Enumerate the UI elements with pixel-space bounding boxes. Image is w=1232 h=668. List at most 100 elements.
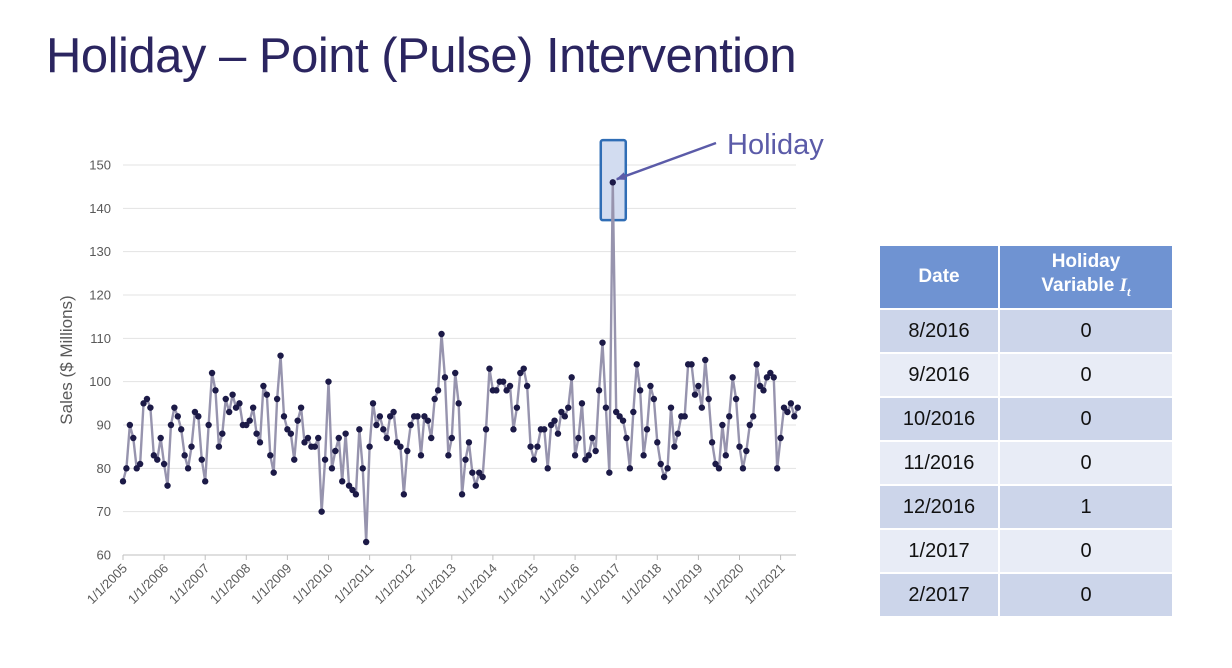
data-point <box>671 443 678 450</box>
data-point <box>750 413 757 420</box>
data-point <box>780 404 788 411</box>
data-point <box>595 387 603 394</box>
data-point <box>301 439 308 446</box>
indicator-symbol: It <box>1119 275 1131 299</box>
series-line <box>121 181 799 544</box>
variable-header-text: Variable <box>1041 275 1115 297</box>
y-axis-label: Sales ($ Millions) <box>57 295 76 424</box>
data-point <box>482 426 490 433</box>
data-point <box>191 408 199 416</box>
data-point <box>349 486 356 494</box>
data-point <box>311 443 318 450</box>
gridlines <box>123 164 796 513</box>
data-point <box>136 460 144 468</box>
data-point <box>232 404 240 411</box>
axes <box>122 554 796 560</box>
data-point <box>506 382 514 390</box>
data-point <box>198 456 205 463</box>
data-point <box>246 417 253 424</box>
data-point <box>359 465 366 472</box>
data-point <box>332 447 339 455</box>
table-header-row: Date Holiday Variable It <box>878 244 1174 310</box>
data-point <box>318 508 325 515</box>
data-point <box>195 413 202 420</box>
data-point <box>352 491 360 498</box>
x-tick-label: 1/1/2009 <box>248 561 294 607</box>
data-point <box>691 391 699 398</box>
data-point <box>698 404 706 411</box>
data-point <box>243 421 250 429</box>
x-tick-label: 1/1/2008 <box>207 561 253 607</box>
data-point <box>609 179 616 186</box>
value-cell: 0 <box>998 528 1174 574</box>
data-point <box>647 382 654 390</box>
value-cell: 0 <box>998 440 1174 486</box>
y-tick-label: 90 <box>97 418 111 433</box>
data-point <box>362 538 370 546</box>
data-point <box>469 469 476 476</box>
data-point <box>356 426 363 433</box>
data-point <box>455 400 462 407</box>
data-point <box>335 434 342 442</box>
data-point <box>561 413 569 420</box>
holiday-callout-label: Holiday <box>727 129 824 161</box>
data-point <box>448 434 455 442</box>
data-point <box>565 404 572 411</box>
data-point <box>784 408 791 416</box>
data-point <box>390 408 397 416</box>
data-point <box>739 465 747 472</box>
data-point <box>523 382 531 390</box>
data-point <box>575 434 582 442</box>
data-point <box>787 400 795 407</box>
data-point <box>249 404 257 411</box>
data-point <box>438 330 445 338</box>
data-point <box>219 430 226 437</box>
indicator-subscript: t <box>1126 283 1131 299</box>
x-tick-label: 1/1/2012 <box>371 561 417 607</box>
data-point <box>202 478 209 485</box>
data-point <box>297 404 305 411</box>
data-point <box>417 452 425 459</box>
data-point <box>212 387 219 394</box>
x-tick-label: 1/1/2005 <box>84 561 130 607</box>
x-tick-label: 1/1/2013 <box>413 561 459 607</box>
data-point <box>458 491 466 498</box>
data-point <box>263 391 271 398</box>
data-point <box>606 469 613 476</box>
data-point <box>428 434 435 442</box>
data-point <box>674 430 682 437</box>
data-point <box>530 456 538 463</box>
data-point <box>791 413 798 420</box>
data-point <box>434 387 442 394</box>
data-point <box>479 473 486 481</box>
data-point <box>630 408 637 416</box>
tick-labels: 607080901001101201301401501/1/20051/1/20… <box>84 158 788 607</box>
data-point <box>315 434 322 442</box>
data-point <box>150 452 158 459</box>
x-tick-label: 1/1/2006 <box>125 561 171 607</box>
data-point <box>291 456 298 463</box>
data-point <box>643 426 651 433</box>
data-point <box>715 465 723 472</box>
data-point <box>465 439 473 446</box>
date-cell: 11/2016 <box>878 440 1000 486</box>
data-point <box>321 456 329 463</box>
data-point <box>554 430 562 437</box>
indicator-symbol-letter: I <box>1119 275 1127 297</box>
data-point <box>421 413 428 420</box>
date-cell: 9/2016 <box>878 352 1000 398</box>
data-point <box>626 465 634 472</box>
data-point <box>726 413 733 420</box>
data-point <box>571 452 579 459</box>
data-point <box>544 465 551 472</box>
data-point <box>133 465 140 472</box>
data-point <box>208 369 216 377</box>
data-point <box>486 365 493 372</box>
y-tick-label: 70 <box>97 504 111 519</box>
y-tick-label: 60 <box>97 548 111 563</box>
data-point <box>424 417 432 424</box>
data-point <box>366 443 373 450</box>
data-point <box>157 434 164 442</box>
table-row: 8/2016 0 <box>878 308 1174 354</box>
date-cell: 10/2016 <box>878 396 1000 442</box>
